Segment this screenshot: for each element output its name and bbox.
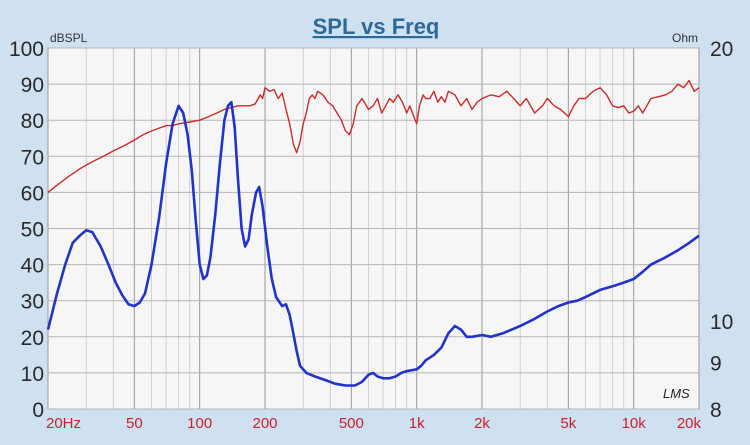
axis-labels: 0 10 20 30 40 50 60 70 80 90 100 20 10 9 8 20Hz 50 100 200…	[9, 38, 733, 432]
x-tick-label: 500	[339, 415, 364, 432]
y-left-tick-label: 0	[32, 399, 44, 422]
x-tick-label: 10k	[622, 415, 647, 432]
y-left-tick-label: 80	[21, 110, 44, 133]
x-tick-label: 20Hz	[46, 415, 81, 432]
grid	[47, 47, 700, 410]
y-right-tick-label: 9	[710, 353, 722, 376]
y-left-tick-label: 40	[21, 255, 44, 278]
x-tick-label: 5k	[560, 415, 576, 432]
y-left-tick-label: 60	[21, 182, 44, 205]
left-axis-unit-label: dBSPL	[50, 31, 88, 45]
x-tick-label: 1k	[409, 415, 425, 432]
spl-series-line	[47, 79, 700, 193]
x-tick-label: 100	[187, 415, 212, 432]
x-tick-label: 20k	[677, 415, 702, 432]
chart-title: SPL vs Freq	[313, 14, 440, 39]
x-tick-label: 50	[126, 415, 143, 432]
y-left-tick-label: 70	[21, 146, 44, 169]
x-tick-label: 2k	[474, 415, 490, 432]
series-layer	[46, 79, 700, 387]
y-left-tick-label: 90	[21, 74, 44, 97]
x-tick-label: 200	[252, 415, 277, 432]
watermark-logo: LMS	[663, 386, 690, 401]
y-left-tick-label: 10	[21, 363, 44, 386]
y-left-tick-label: 50	[21, 219, 44, 242]
right-axis-unit-label: Ohm	[672, 31, 698, 45]
y-left-tick-label: 30	[21, 291, 44, 314]
impedance-series-line	[46, 100, 700, 387]
y-right-tick-label: 10	[710, 311, 733, 334]
y-left-tick-label: 100	[9, 38, 44, 61]
y-right-tick-label: 8	[710, 399, 722, 422]
y-right-tick-label: 20	[710, 38, 733, 61]
y-left-tick-label: 20	[21, 327, 44, 350]
